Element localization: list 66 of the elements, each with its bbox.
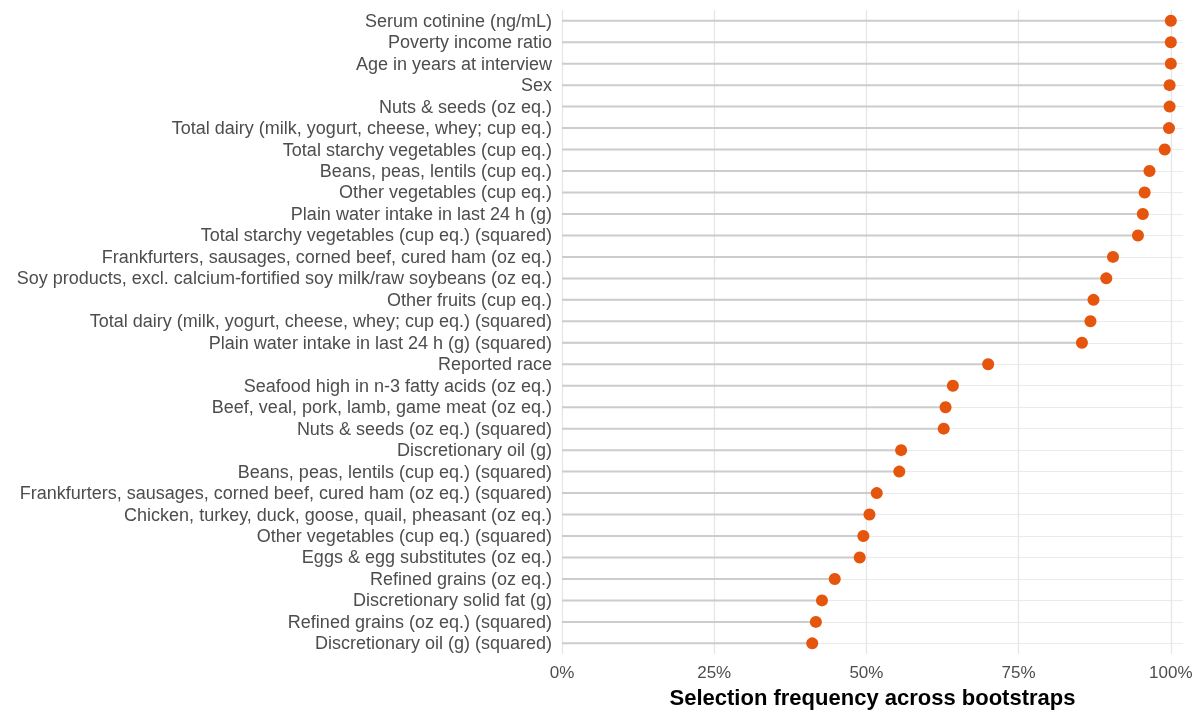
- point: [946, 379, 959, 392]
- point: [853, 551, 866, 564]
- x-axis-title: Selection frequency across bootstraps: [669, 684, 1076, 710]
- point: [895, 444, 908, 457]
- point: [893, 465, 906, 478]
- x-tick-label: 100%: [1149, 663, 1193, 683]
- y-tick-label: Eggs & egg substitutes (oz eq.): [301, 547, 552, 568]
- point: [1164, 57, 1177, 70]
- y-tick-label: Total starchy vegetables (cup eq.) (squared): [200, 225, 552, 246]
- point: [1163, 79, 1176, 92]
- y-tick-label: Other vegetables (cup eq.) (squared): [256, 526, 552, 547]
- point: [870, 487, 883, 500]
- y-tick-label: Discretionary solid fat (g): [352, 590, 552, 611]
- y-tick-label: Other fruits (cup eq.): [386, 289, 552, 310]
- y-tick-label: Seafood high in n-3 fatty acids (oz eq.): [243, 375, 552, 396]
- point: [1164, 36, 1177, 49]
- point: [1143, 165, 1156, 178]
- point: [828, 572, 841, 585]
- point: [1163, 122, 1175, 135]
- y-tick-label: Plain water intake in last 24 h (g): [290, 203, 552, 224]
- y-tick-label: Sex: [520, 75, 552, 96]
- point: [1084, 315, 1097, 328]
- point: [1100, 272, 1113, 285]
- point: [1107, 250, 1119, 263]
- y-tick-label: Plain water intake in last 24 h (g) (squared): [208, 332, 552, 353]
- point: [857, 530, 870, 543]
- point: [1131, 229, 1144, 242]
- y-tick-label: Discretionary oil (g) (squared): [314, 633, 552, 654]
- y-tick-label: Other vegetables (cup eq.): [338, 182, 552, 203]
- x-tick-label: 0%: [549, 663, 575, 683]
- point: [982, 358, 995, 371]
- y-tick-label: Nuts & seeds (oz eq.): [378, 96, 552, 117]
- point: [939, 401, 952, 414]
- y-tick-label: Beef, veal, pork, lamb, game meat (oz eq.): [211, 397, 552, 418]
- y-tick-label: Beans, peas, lentils (cup eq.): [319, 161, 552, 182]
- y-tick-label: Chicken, turkey, duck, goose, quail, pheasant (oz eq.): [124, 504, 552, 525]
- point: [863, 508, 876, 521]
- y-tick-label: Reported race: [437, 354, 552, 375]
- x-tick-label: 75%: [1001, 663, 1036, 683]
- point: [937, 422, 950, 435]
- y-tick-label: Total dairy (milk, yogurt, cheese, whey; cup eq.): [171, 118, 552, 139]
- y-tick-label: Beans, peas, lentils (cup eq.) (squared): [237, 461, 552, 482]
- point: [806, 637, 819, 650]
- y-tick-label: Serum cotinine (ng/mL): [364, 10, 552, 31]
- y-tick-label: Soy products, excl. calcium-fortified soy milk/raw soybeans (oz eq.): [16, 268, 552, 289]
- point: [809, 615, 822, 628]
- y-tick-label: Age in years at interview: [355, 53, 553, 74]
- y-tick-label: Refined grains (oz eq.): [369, 568, 552, 589]
- point: [1163, 100, 1176, 113]
- point: [1075, 336, 1088, 349]
- y-tick-label: Total starchy vegetables (cup eq.): [282, 139, 552, 160]
- point: [1158, 143, 1171, 156]
- y-tick-label: Refined grains (oz eq.) (squared): [287, 611, 552, 632]
- y-tick-label: Frankfurters, sausages, corned beef, cured ham (oz eq.): [101, 246, 552, 267]
- y-tick-label: Discretionary oil (g): [396, 440, 552, 461]
- point: [1136, 207, 1149, 220]
- y-tick-label: Poverty income ratio: [387, 32, 552, 53]
- y-tick-label: Frankfurters, sausages, corned beef, cured ham (oz eq.) (squared): [19, 483, 552, 504]
- x-tick-label: 50%: [849, 663, 884, 683]
- point: [1164, 14, 1177, 27]
- point: [815, 594, 828, 607]
- x-tick-label: 25%: [697, 663, 732, 683]
- y-tick-label: Total dairy (milk, yogurt, cheese, whey; cup eq.) (squared): [89, 311, 552, 332]
- point: [1087, 293, 1100, 306]
- point: [1138, 186, 1151, 199]
- y-tick-label: Nuts & seeds (oz eq.) (squared): [296, 418, 552, 439]
